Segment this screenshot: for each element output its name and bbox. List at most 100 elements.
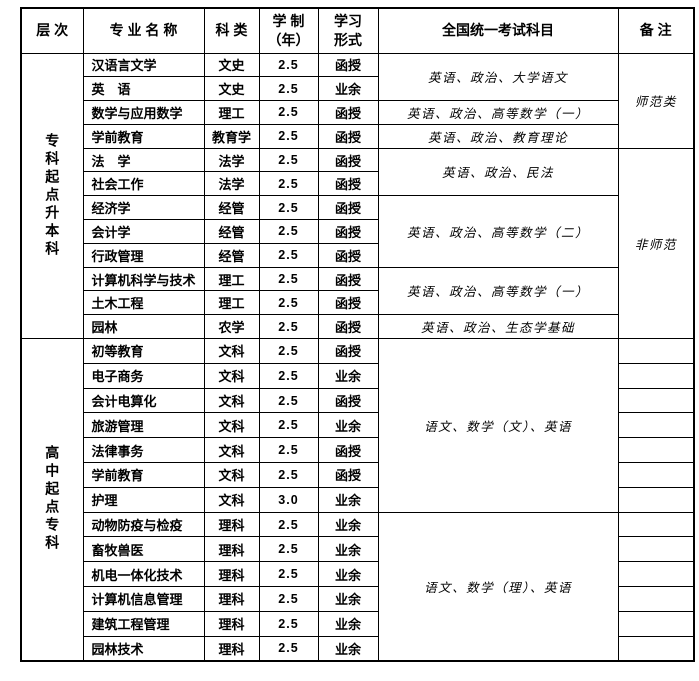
exam-cell: 英语、政治、高等数学（二） — [377, 195, 619, 268]
form-cell: 函授 — [317, 314, 379, 340]
major-cell: 经济学 — [82, 195, 205, 221]
category-cell: 农学 — [203, 314, 260, 340]
category-cell: 文科 — [203, 387, 260, 414]
note-cell — [617, 387, 695, 414]
form-cell: 函授 — [317, 387, 379, 414]
form-cell: 业余 — [317, 362, 379, 389]
form-cell: 函授 — [317, 242, 379, 268]
table-row: 英 语文史 2.5 业余 — [21, 76, 694, 102]
form-cell: 函授 — [317, 462, 379, 488]
category-cell: 教育学 — [203, 123, 260, 149]
table-header: 层 次 专 业 名 称 科 类 学 制 （年） 学习 形式 全国统一考试科目 备… — [20, 7, 695, 54]
table-row: 数学与应用数学 理工 2.5 函授 英语、政治、高等数学（一） — [21, 100, 694, 125]
exam-cell: 英语、政治、生态学基础 — [377, 314, 619, 340]
form-cell: 业余 — [317, 561, 379, 588]
duration-cell: 2.5 — [258, 338, 319, 364]
table-row: 专科起点升本科 汉语言文学 文史 2.5 函授 英语、政治、大学语文 师范类 — [20, 52, 695, 340]
major-cell: 机电一体化技术 — [82, 561, 205, 588]
duration-cell: 2.5 — [258, 462, 319, 488]
category-cell: 文科 — [203, 486, 260, 513]
form-cell: 业余 — [317, 511, 379, 538]
category-cell: 文史 — [203, 52, 260, 78]
note-cell — [617, 635, 695, 662]
duration-cell: 2.5 — [258, 219, 319, 244]
table-row: 动物防疫与检疫 理科 2.5 业余 语文、数学（理）、英语 — [21, 511, 695, 662]
note-cell — [617, 338, 695, 364]
exam-cell: 英语、政治、教育理论 — [377, 123, 619, 149]
category-cell: 文科 — [203, 437, 260, 464]
exam-cell: 英语、政治、高等数学（一） — [377, 100, 619, 125]
exam-cell: 语文、数学（文）、英语 — [377, 338, 619, 513]
major-cell: 护理 — [82, 486, 205, 513]
form-cell: 业余 — [317, 486, 379, 513]
level-cell: 专科起点升本科 — [20, 52, 84, 340]
major-cell: 会计学 — [82, 219, 205, 244]
category-cell: 理工 — [203, 100, 260, 125]
major-cell: 数学与应用数学 — [82, 100, 205, 125]
table-row: 护理 文科 3.0 业余 — [21, 486, 695, 513]
table-row: 电子商务 文科 2.5 业余 — [21, 362, 695, 389]
category-cell: 文史 — [203, 76, 260, 102]
note-cell — [617, 486, 695, 513]
major-cell: 电子商务 — [82, 362, 205, 389]
major-cell: 学前教育 — [82, 123, 205, 149]
table-row: 建筑工程管理 理科 2.5 业余 — [21, 610, 695, 637]
major-cell: 初等教育 — [82, 338, 205, 364]
header-major: 专 业 名 称 — [82, 7, 205, 54]
table-body: 专科起点升本科 汉语言文学 文史 2.5 函授 英语、政治、大学语文 师范类英 语文史 2.5… — [20, 52, 695, 662]
major-cell: 建筑工程管理 — [82, 610, 205, 637]
duration-cell: 2.5 — [258, 195, 319, 221]
level-cell: 高中起点专科 — [20, 338, 84, 662]
table-row: 行政管理 经管 2.5 函授 — [21, 242, 694, 268]
table-row: 会计电算化 文科 2.5 函授 — [21, 387, 695, 414]
exam-cell: 英语、政治、民法 — [377, 147, 619, 197]
level-vertical-label: 专科起点升本科 — [44, 132, 61, 259]
category-cell: 理工 — [203, 290, 260, 316]
table-row: 会计学 经管 2.5 函授 — [21, 219, 694, 244]
duration-cell: 2.5 — [258, 362, 319, 389]
header-form-line1: 学习 — [334, 12, 362, 29]
table-row: 社会工作 法学 2.5 函授 — [21, 171, 694, 197]
form-cell: 函授 — [317, 266, 379, 292]
form-cell: 函授 — [317, 100, 379, 125]
note-cell — [617, 561, 695, 588]
table-row: 高中起点专科 初等教育 文科 2.5 函授 语文、数学（文）、英语 — [20, 338, 695, 662]
table-row: 法 学法学 2.5 函授 英语、政治、民法 非师范 — [21, 147, 695, 340]
form-cell: 函授 — [317, 290, 379, 316]
header-level: 层 次 — [20, 7, 84, 54]
exam-cell: 英语、政治、大学语文 — [377, 52, 619, 102]
major-cell: 计算机科学与技术 — [82, 266, 205, 292]
header-duration-line1: 学 制 — [272, 12, 305, 29]
form-cell: 函授 — [317, 338, 379, 364]
table-row: 法律事务 文科 2.5 函授 — [21, 437, 695, 464]
category-cell: 经管 — [203, 195, 260, 221]
major-cell: 学前教育 — [82, 462, 205, 488]
table-row: 计算机科学与技术 理工 2.5 函授 英语、政治、高等数学（一） — [21, 266, 694, 316]
duration-cell: 2.5 — [258, 511, 319, 538]
form-cell: 函授 — [317, 171, 379, 197]
category-cell: 文科 — [203, 362, 260, 389]
form-cell: 业余 — [317, 536, 379, 563]
header-row: 层 次 专 业 名 称 科 类 学 制 （年） 学习 形式 全国统一考试科目 备… — [20, 7, 695, 54]
category-cell: 理科 — [203, 610, 260, 637]
note-cell: 师范类 — [617, 52, 695, 149]
header-form: 学习 形式 — [317, 7, 379, 54]
duration-cell: 2.5 — [258, 76, 319, 102]
duration-cell: 2.5 — [258, 266, 319, 292]
duration-cell: 2.5 — [258, 52, 319, 78]
major-cell: 动物防疫与检疫 — [82, 511, 205, 538]
form-cell: 函授 — [317, 52, 379, 78]
duration-cell: 2.5 — [258, 412, 319, 439]
table-row: 计算机信息管理 理科 2.5 业余 — [21, 586, 695, 612]
table-row: 园林 农学 2.5 函授 英语、政治、生态学基础 — [21, 314, 694, 340]
duration-cell: 2.5 — [258, 586, 319, 612]
form-cell: 函授 — [317, 195, 379, 221]
major-cell: 园林 — [82, 314, 205, 340]
duration-cell: 2.5 — [258, 147, 319, 173]
table-row: 经济学 经管 2.5 函授 英语、政治、高等数学（二） — [21, 195, 694, 268]
header-note: 备 注 — [617, 7, 695, 54]
level-vertical-label: 高中起点专科 — [44, 445, 61, 554]
form-cell: 业余 — [317, 586, 379, 612]
category-cell: 法学 — [203, 171, 260, 197]
category-cell: 文科 — [203, 412, 260, 439]
